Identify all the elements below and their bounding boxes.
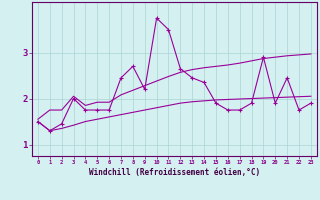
X-axis label: Windchill (Refroidissement éolien,°C): Windchill (Refroidissement éolien,°C): [89, 168, 260, 177]
